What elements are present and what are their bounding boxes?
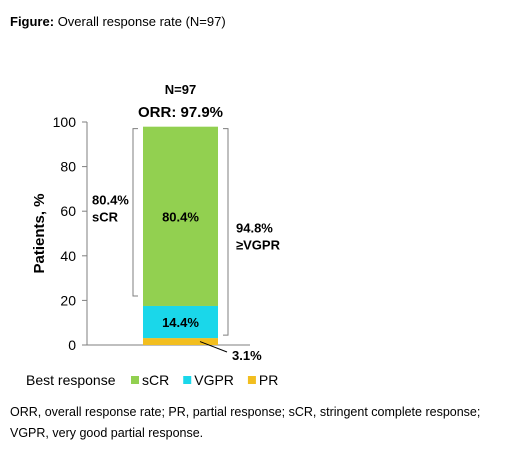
- legend-swatch-pr: [247, 376, 256, 384]
- y-tick-label: 80: [60, 159, 76, 175]
- bar-segment-vgpr: [143, 305, 218, 339]
- right-bracket: [223, 128, 229, 336]
- bar-segment-pr: [143, 338, 218, 345]
- orr-label: ORR: 97.9%: [138, 104, 223, 121]
- y-tick-label: 100: [53, 114, 77, 130]
- figure-title-text: Overall response rate (N=97): [57, 14, 226, 29]
- figure-label: Figure:: [10, 14, 55, 29]
- footnote: ORR, overall response rate; PR, partial …: [10, 405, 481, 440]
- bar-header: N=97: [165, 82, 196, 97]
- data-label-vgpr: 14.4%: [162, 315, 199, 330]
- y-axis-title: Patients, %: [31, 193, 48, 273]
- left-bracket-label: 80.4%: [92, 192, 129, 207]
- legend-title: Best response: [26, 372, 116, 388]
- right-bracket-label: ≥VGPR: [236, 237, 281, 252]
- left-bracket-label: sCR: [92, 209, 119, 224]
- bar-segment-scr: [143, 126, 218, 306]
- data-label-scr: 80.4%: [162, 209, 199, 224]
- legend-label-pr: PR: [259, 372, 278, 388]
- y-tick-label: 40: [60, 248, 76, 264]
- left-bracket: [132, 128, 138, 297]
- right-bracket-label: 94.8%: [236, 220, 273, 235]
- y-tick-label: 20: [60, 292, 76, 308]
- figure-title: Figure: Overall response rate (N=97): [10, 14, 226, 29]
- y-tick-label: 60: [60, 203, 76, 219]
- legend-swatch-vgpr: [183, 376, 192, 384]
- legend-label-vgpr: VGPR: [194, 372, 234, 388]
- y-tick-label: 0: [68, 337, 76, 353]
- legend-label-scr: sCR: [142, 372, 169, 388]
- legend-swatch-scr: [131, 376, 139, 384]
- response-rate-chart: 0 20 40 60 80 100 Patients, % N=97 ORR: 97.9% 3.…: [26, 82, 281, 388]
- data-label-pr: 3.1%: [232, 348, 262, 363]
- pr-leader-line: [199, 341, 228, 353]
